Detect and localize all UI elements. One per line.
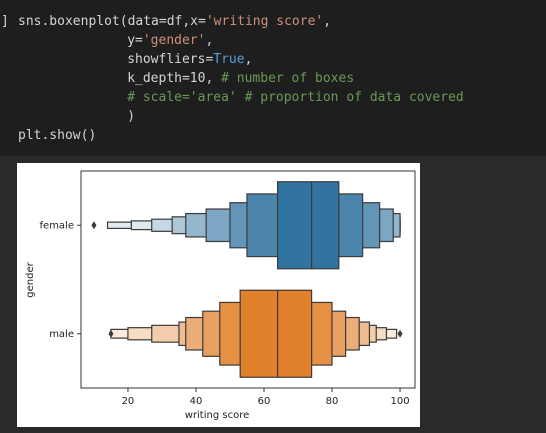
chart: writing score gender 20 40 60 80 100 female ma… (17, 163, 420, 427)
code-line: y='gender', (127, 31, 213, 50)
code-token: plt.show() (18, 128, 97, 143)
x-tick-label: 60 (258, 396, 271, 407)
flier (397, 329, 403, 338)
code-token: True (213, 52, 245, 67)
code-token: ) (127, 109, 136, 124)
plot-frame (80, 170, 416, 389)
boxen-box (239, 289, 313, 378)
code-token: k_depth=10, (127, 71, 222, 86)
code-line: k_depth=10, # number of boxes (127, 69, 354, 88)
code-token: 'gender' (142, 33, 206, 48)
x-axis-label: writing score (185, 410, 250, 421)
code-token: # scale='area' # proportion of data cove… (127, 90, 464, 105)
y-tick-label: male (49, 329, 74, 340)
code-token: sns.boxenplot(data=df,x= (18, 14, 206, 29)
prompt: ] (1, 14, 9, 29)
code-token: y= (127, 33, 143, 48)
flier (108, 329, 114, 338)
x-tick-label: 20 (122, 396, 135, 407)
code-cell: ] sns.boxenplot(data=df,x='writing score… (0, 0, 546, 156)
y-axis-label: gender (25, 261, 36, 297)
code-token: , (244, 52, 253, 67)
flier (91, 221, 97, 230)
x-tick-label: 80 (326, 396, 339, 407)
y-tick-label: female (40, 220, 74, 231)
code-token: , (205, 33, 214, 48)
code-token: showfliers= (127, 52, 214, 67)
boxen-box (276, 181, 340, 270)
code-line: showfliers=True, (127, 50, 252, 69)
x-tick-label: 40 (190, 396, 203, 407)
code-line: # scale='area' # proportion of data cove… (127, 88, 464, 107)
code-token: # number of boxes (221, 71, 355, 86)
code-line: sns.boxenplot(data=df,x='writing score', (18, 12, 331, 31)
code-line: ) (127, 107, 135, 126)
x-tick-label: 100 (390, 396, 409, 407)
code-token: 'writing score' (205, 14, 324, 29)
code-line: plt.show() (18, 126, 96, 145)
code-token: , (323, 14, 332, 29)
